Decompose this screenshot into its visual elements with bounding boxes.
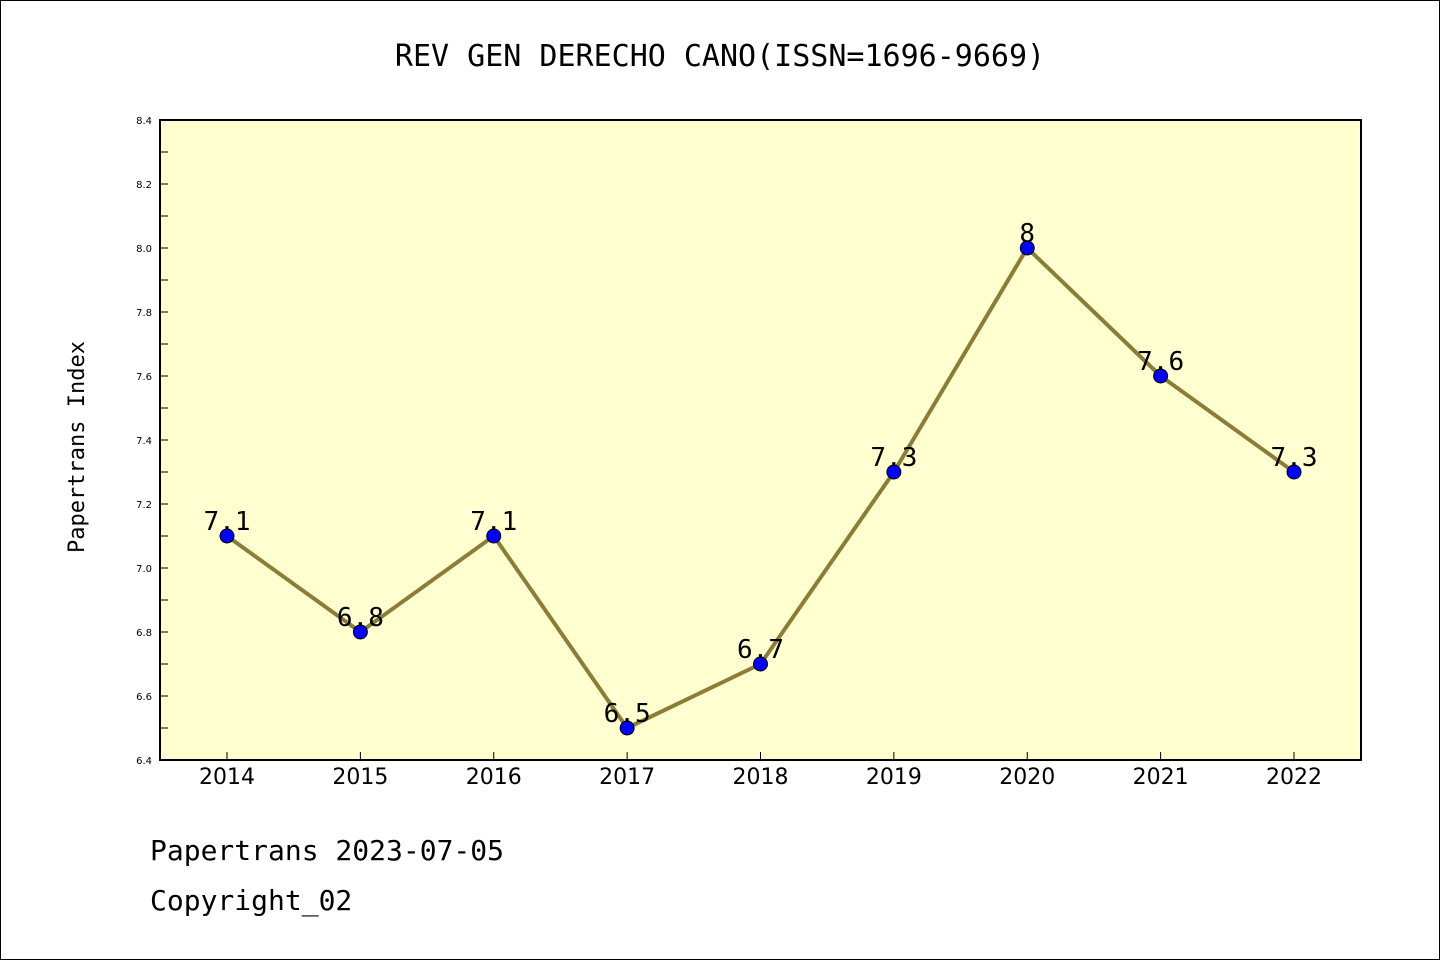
- x-tick-label: 2014: [199, 765, 255, 790]
- data-label: 7.1: [204, 507, 251, 537]
- y-tick-label: 6.4: [136, 756, 152, 767]
- x-tick-label: 2015: [332, 765, 388, 790]
- x-tick-label: 2018: [733, 765, 789, 790]
- x-tick-label: 2016: [466, 765, 522, 790]
- data-point: [352, 624, 368, 640]
- data-label: 8: [1019, 219, 1035, 249]
- y-tick-label: 7.2: [136, 500, 152, 511]
- data-point: [753, 656, 768, 672]
- data-point: [486, 528, 502, 544]
- y-tick-label: 8.0: [136, 244, 152, 255]
- y-tick-label: 6.8: [136, 628, 152, 639]
- data-label: 6.7: [737, 635, 784, 665]
- y-tick-label: 8.4: [136, 116, 152, 127]
- data-point: [1153, 368, 1169, 384]
- data-label: 7.3: [870, 443, 917, 473]
- data-label: 7.6: [1137, 347, 1184, 377]
- data-point: [219, 528, 235, 544]
- data-label: 7.1: [470, 507, 517, 537]
- data-label: 7.3: [1271, 443, 1318, 473]
- x-tick-label: 2022: [1266, 765, 1322, 790]
- footer-copyright: Copyright_02: [150, 884, 353, 917]
- data-point: [619, 720, 635, 736]
- plot-area: [159, 119, 1362, 761]
- y-tick-label: 6.6: [136, 692, 152, 703]
- x-tick-label: 2020: [999, 765, 1055, 790]
- y-axis-ticks: 6.4 6.6 6.8 7.0 7.2 7.4 7.6 7.8 8.0 8.2 8.4: [136, 116, 168, 767]
- chart-title: REV GEN DERECHO CANO(ISSN=1696-9669): [395, 39, 1045, 74]
- y-tick-label: 7.8: [136, 308, 152, 319]
- x-tick-label: 2019: [866, 765, 922, 790]
- y-axis-label: Papertrans Index: [65, 341, 90, 553]
- x-tick-label: 2017: [599, 765, 655, 790]
- footer-date: Papertrans 2023-07-05: [150, 834, 505, 867]
- x-axis-ticks: 2014 2015 2016 2017 2018 2019 2020 2021 2022: [199, 752, 1322, 790]
- y-tick-label: 8.2: [136, 180, 152, 191]
- y-tick-label: 7.4: [136, 436, 152, 447]
- x-tick-label: 2021: [1133, 765, 1189, 790]
- data-point: [886, 464, 902, 480]
- data-point: [1019, 240, 1035, 256]
- y-tick-label: 7.6: [136, 372, 152, 383]
- data-point: [1286, 464, 1302, 480]
- y-tick-label: 7.0: [136, 564, 152, 575]
- data-labels: 7.1 6.8 7.1 6.5 6.7 7.3 8 7.6 7.3: [204, 219, 1318, 729]
- series-layer: [219, 240, 1302, 736]
- data-label: 6.5: [604, 699, 651, 729]
- data-label: 6.8: [337, 603, 384, 633]
